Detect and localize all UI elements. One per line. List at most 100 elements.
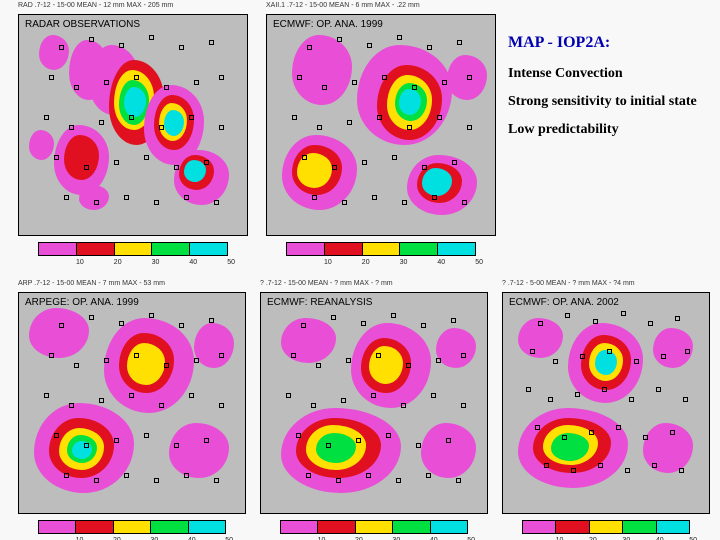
station-marker — [432, 195, 437, 200]
station-marker — [602, 387, 607, 392]
station-marker — [352, 80, 357, 85]
colorbar-segment: 50 — [189, 242, 228, 256]
panel-header: ? .7-12 - 15-00 MEAN - ? mm MAX - ? mm — [260, 280, 488, 290]
colorbar-tick: 40 — [437, 259, 445, 266]
colorbar: 1020304050 — [522, 520, 690, 534]
map-area: RADAR OBSERVATIONS — [18, 14, 248, 236]
station-marker — [114, 160, 119, 165]
map-area: ECMWF: OP. ANA. 2002 — [502, 292, 710, 514]
precip-blob — [29, 130, 54, 160]
station-marker — [74, 85, 79, 90]
station-marker — [209, 318, 214, 323]
station-marker — [184, 473, 189, 478]
station-marker — [69, 125, 74, 130]
station-marker — [119, 43, 124, 48]
station-marker — [625, 468, 630, 473]
station-marker — [301, 323, 306, 328]
station-marker — [64, 473, 69, 478]
station-marker — [204, 160, 209, 165]
station-marker — [94, 478, 99, 483]
station-marker — [402, 200, 407, 205]
station-marker — [361, 321, 366, 326]
station-marker — [104, 358, 109, 363]
station-marker — [406, 363, 411, 368]
station-marker — [149, 313, 154, 318]
station-marker — [629, 397, 634, 402]
colorbar-tick: 10 — [76, 259, 84, 266]
colorbar-segment: 50 — [656, 520, 690, 534]
station-marker — [401, 403, 406, 408]
station-marker — [59, 45, 64, 50]
station-marker — [461, 403, 466, 408]
station-marker — [670, 430, 675, 435]
station-marker — [94, 200, 99, 205]
station-marker — [129, 115, 134, 120]
station-marker — [129, 393, 134, 398]
station-marker — [194, 358, 199, 363]
precip-blob — [29, 308, 89, 358]
station-marker — [407, 125, 412, 130]
station-marker — [347, 120, 352, 125]
station-marker — [124, 473, 129, 478]
station-marker — [89, 37, 94, 42]
station-marker — [84, 165, 89, 170]
station-marker — [467, 125, 472, 130]
station-marker — [219, 353, 224, 358]
panel-label: ARPEGE: OP. ANA. 1999 — [25, 297, 139, 308]
station-marker — [634, 359, 639, 364]
station-marker — [427, 45, 432, 50]
station-marker — [548, 397, 553, 402]
precip-blob — [281, 318, 336, 363]
panel-radar: RAD .7-12 - 15-00 MEAN - 12 mm MAX - 205… — [18, 14, 248, 258]
station-marker — [683, 397, 688, 402]
station-marker — [431, 393, 436, 398]
station-marker — [462, 200, 467, 205]
panel-label: RADAR OBSERVATIONS — [25, 19, 140, 30]
station-marker — [44, 115, 49, 120]
station-marker — [593, 319, 598, 324]
station-marker — [397, 35, 402, 40]
station-marker — [219, 125, 224, 130]
colorbar-segment: 20 — [75, 520, 112, 534]
station-marker — [538, 321, 543, 326]
station-marker — [346, 358, 351, 363]
station-marker — [84, 443, 89, 448]
panel-reanalysis: ? .7-12 - 15-00 MEAN - ? mm MAX - ? mmEC… — [260, 292, 488, 536]
colorbar-segment: 30 — [589, 520, 622, 534]
station-marker — [356, 438, 361, 443]
colorbar-tick: 50 — [475, 259, 483, 266]
station-marker — [461, 353, 466, 358]
station-marker — [341, 398, 346, 403]
station-marker — [457, 40, 462, 45]
station-marker — [436, 358, 441, 363]
station-marker — [306, 473, 311, 478]
station-marker — [621, 311, 626, 316]
precip-blob — [79, 185, 109, 210]
station-marker — [291, 353, 296, 358]
precip-blob — [194, 323, 234, 368]
colorbar-segment: 50 — [430, 520, 468, 534]
station-marker — [317, 125, 322, 130]
station-marker — [376, 353, 381, 358]
panel-arpege: ARP .7-12 - 15-00 MEAN - 7 mm MAX - 53 m… — [18, 292, 246, 536]
station-marker — [74, 363, 79, 368]
station-marker — [675, 316, 680, 321]
page-root: MAP - IOP2A: Intense Convection Strong s… — [0, 0, 720, 540]
station-marker — [553, 359, 558, 364]
station-marker — [565, 313, 570, 318]
station-marker — [571, 468, 576, 473]
station-marker — [154, 478, 159, 483]
side-title: MAP - IOP2A: — [508, 34, 708, 52]
station-marker — [426, 473, 431, 478]
station-marker — [179, 323, 184, 328]
station-marker — [437, 115, 442, 120]
colorbar-segment: 40 — [151, 242, 189, 256]
station-marker — [337, 37, 342, 42]
station-marker — [316, 363, 321, 368]
station-marker — [44, 393, 49, 398]
panel-label: ECMWF: OP. ANA. 1999 — [273, 19, 383, 30]
station-marker — [685, 349, 690, 354]
colorbar-segment: 40 — [622, 520, 655, 534]
station-marker — [322, 85, 327, 90]
side-line-0: Intense Convection — [508, 66, 708, 82]
